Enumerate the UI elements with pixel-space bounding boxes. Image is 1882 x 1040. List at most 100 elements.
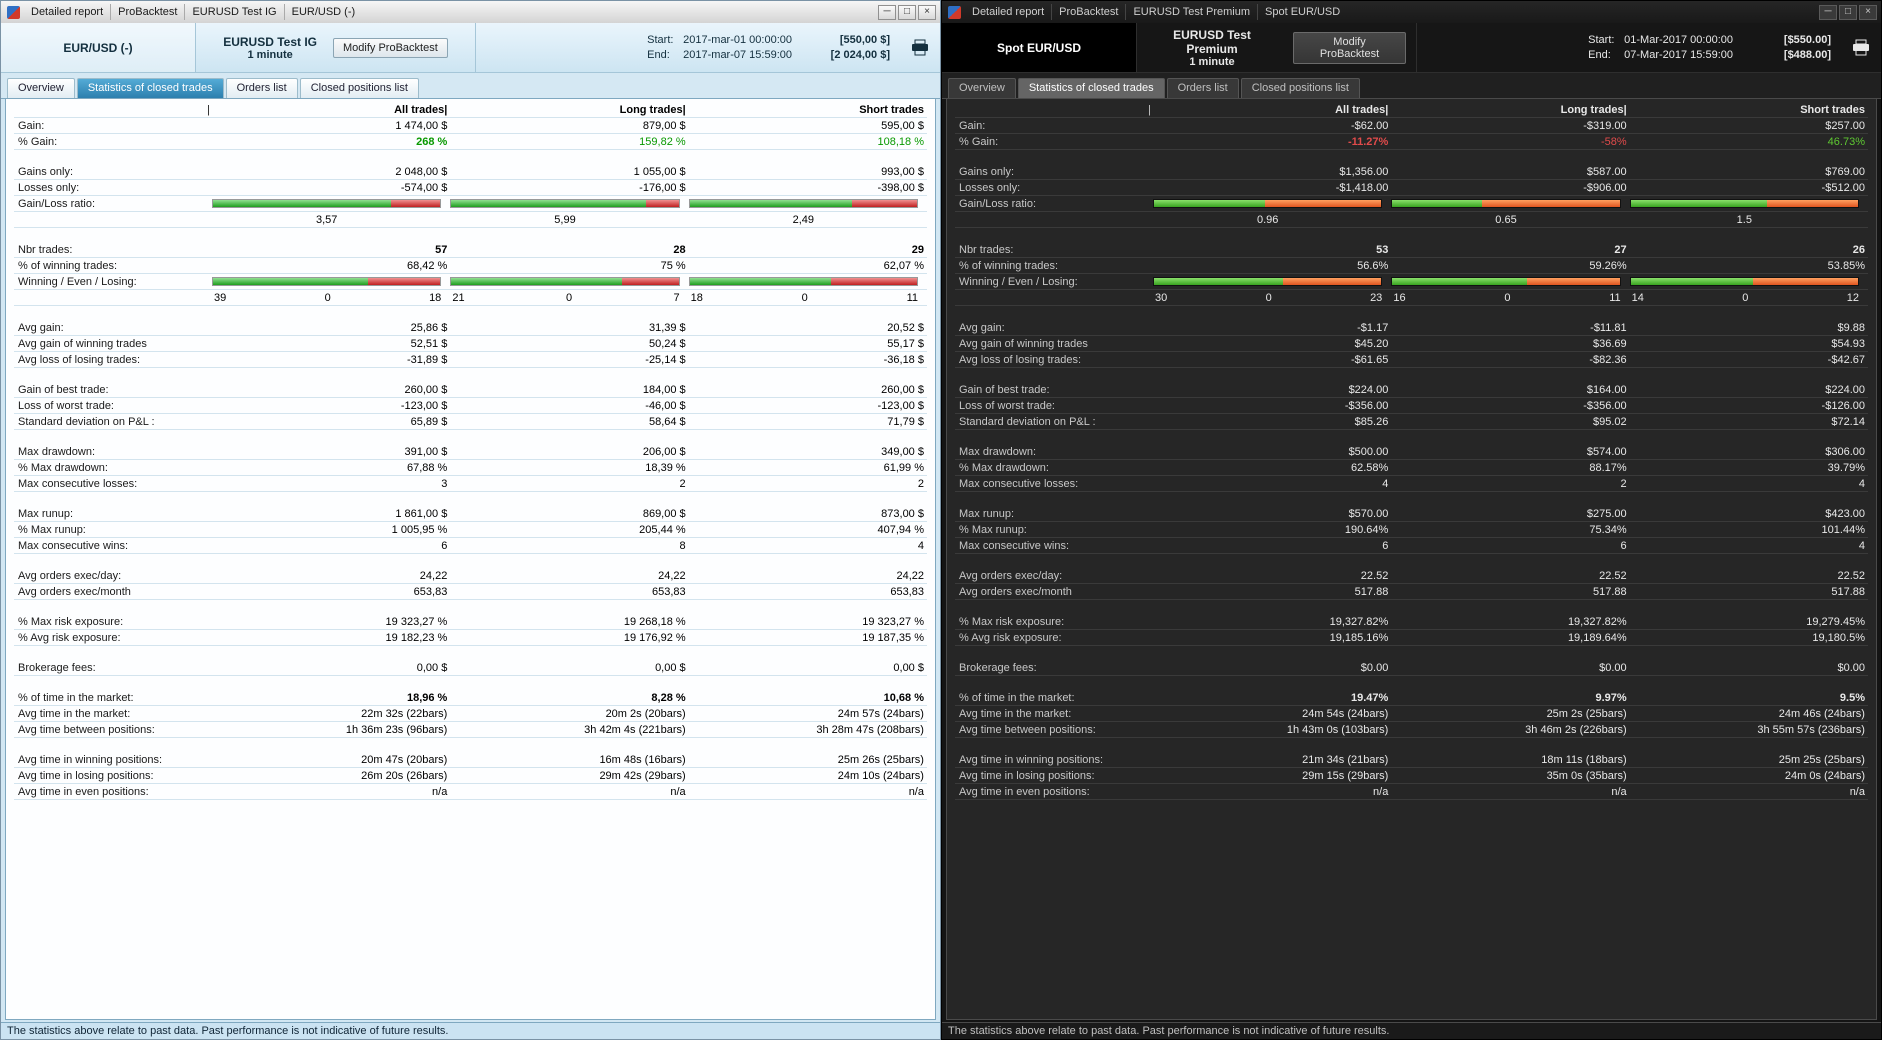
close-button[interactable]: × <box>1859 4 1877 20</box>
tab-statistics-of-closed-trades[interactable]: Statistics of closed trades <box>76 78 224 98</box>
stat-label: Max runup: <box>18 507 74 520</box>
tab-overview[interactable]: Overview <box>7 78 75 98</box>
stat-value: 24m 57s (24bars) <box>837 707 924 720</box>
test-names: EURUSD Test Premium 1 minute <box>1147 28 1277 68</box>
stat-value: 4 <box>917 539 924 552</box>
gain-loss-ratio-bar-cell <box>688 199 927 208</box>
winning-losing-bar-cell <box>688 277 927 286</box>
titlebar[interactable]: Detailed report ProBacktest EURUSD Test Pr… <box>942 1 1881 23</box>
wel-value: 23 <box>1370 291 1383 304</box>
stat-row: Winning / Even / Losing: <box>14 274 927 290</box>
wel-values: 39 0 18 <box>212 292 450 304</box>
stat-row: Avg orders exec/month 653,83 653,83 653,83 <box>14 584 927 600</box>
row-spacer <box>14 738 927 752</box>
stat-value: 39.79% <box>1827 461 1865 474</box>
stat-value: 2 <box>679 477 686 490</box>
stat-value: 71,79 $ <box>887 415 924 428</box>
stat-row: % of winning trades: 56.6% 59.26% 53.85% <box>955 258 1868 274</box>
stat-value: 20,52 $ <box>887 321 924 334</box>
tab-closed-positions-list[interactable]: Closed positions list <box>1240 78 1360 98</box>
titlebar-title: Detailed report ProBacktest EURUSD Test Pr… <box>965 4 1819 20</box>
print-icon[interactable] <box>900 23 940 72</box>
stat-row: Winning / Even / Losing: <box>955 274 1868 290</box>
stat-value: -123,00 $ <box>877 399 924 412</box>
titlebar-item: EURUSD Test IG <box>184 4 283 20</box>
stat-value: 16m 48s (16bars) <box>599 753 686 766</box>
table-header-row: | All trades| Long trades| Short trades <box>14 102 927 118</box>
modify-probacktest-button[interactable]: Modify ProBacktest <box>333 37 448 58</box>
modify-probacktest-button[interactable]: Modify ProBacktest <box>1293 31 1406 64</box>
row-spacer <box>955 492 1868 506</box>
stat-value: $306.00 <box>1825 445 1865 458</box>
stat-row: Nbr trades: 57 28 29 <box>14 242 927 258</box>
wel-value: 0 <box>565 291 573 304</box>
stat-value: 19,279.45% <box>1806 615 1865 628</box>
column-header: All trades| <box>1335 103 1389 116</box>
stat-value: 68,42 % <box>406 259 448 272</box>
bar-red-segment <box>390 200 441 207</box>
stat-row: Gain: -$62.00 -$319.00 $257.00 <box>955 118 1868 134</box>
tab-overview[interactable]: Overview <box>948 78 1016 98</box>
stat-value: 653,83 <box>652 585 686 598</box>
stat-value: -58% <box>1600 135 1627 148</box>
print-icon[interactable] <box>1841 23 1881 72</box>
stat-label: Winning / Even / Losing: <box>959 275 1078 288</box>
stat-value: 4 <box>1858 477 1865 490</box>
stat-label: Avg loss of losing trades: <box>959 353 1082 366</box>
minimize-button[interactable]: ─ <box>1819 4 1837 20</box>
stat-value: 22m 32s (22bars) <box>361 707 448 720</box>
bar-green-segment <box>1154 200 1266 207</box>
stat-value: -$82.36 <box>1589 353 1627 366</box>
stat-value: 19 323,27 % <box>385 615 448 628</box>
stat-value: $164.00 <box>1586 383 1627 396</box>
stat-value: 3h 55m 57s (236bars) <box>1757 723 1865 736</box>
end-line: End: 2017-mar-07 15:59:00 [2 024,00 $] <box>647 49 890 61</box>
start-label: Start: <box>647 34 674 46</box>
stat-row: Avg time in winning positions: 20m 47s (2… <box>14 752 927 768</box>
stat-label: Losses only: <box>959 181 1021 194</box>
stat-value: $54.93 <box>1831 337 1865 350</box>
tab-closed-positions-list[interactable]: Closed positions list <box>299 78 419 98</box>
titlebar[interactable]: Detailed report ProBacktest EURUSD Test IG… <box>1 1 940 23</box>
stat-row: % Avg risk exposure: 19,185.16% 19,189.64%… <box>955 630 1868 646</box>
tab-orders-list[interactable]: Orders list <box>225 78 298 98</box>
stat-value: -$906.00 <box>1583 181 1627 194</box>
stat-value: 0,00 $ <box>655 661 686 674</box>
stat-value: 1 055,00 $ <box>633 165 686 178</box>
winning-losing-bar <box>688 277 918 286</box>
wel-value: 0 <box>1504 291 1511 304</box>
stat-row: Avg time in losing positions: 29m 15s (29… <box>955 768 1868 784</box>
stat-value: 61,99 % <box>883 461 924 474</box>
maximize-button[interactable]: □ <box>898 4 916 20</box>
minimize-button[interactable]: ─ <box>878 4 896 20</box>
row-spacer <box>14 430 927 444</box>
stat-row: Max consecutive wins: 6 6 4 <box>955 538 1868 554</box>
stat-value: 3h 42m 4s (221bars) <box>584 723 686 736</box>
stat-row: Loss of worst trade: -$356.00 -$356.00 -$12… <box>955 398 1868 414</box>
titlebar-item: Detailed report <box>31 6 104 18</box>
column-header: All trades| <box>394 103 448 116</box>
start-date: 2017-mar-01 00:00:00 <box>683 34 792 46</box>
row-spacer <box>14 150 927 164</box>
stat-value: n/a <box>1849 785 1865 798</box>
stat-row: Max consecutive wins: 6 8 4 <box>14 538 927 554</box>
report-header: Spot EUR/USD EURUSD Test Premium 1 minut… <box>942 23 1881 73</box>
stat-row: Max consecutive losses: 4 2 4 <box>955 476 1868 492</box>
stat-value: 873,00 $ <box>881 507 924 520</box>
column-pipe: | <box>207 103 210 116</box>
start-amount: [550,00 $] <box>839 34 890 46</box>
close-button[interactable]: × <box>918 4 936 20</box>
stat-label: Max drawdown: <box>18 445 96 458</box>
tab-orders-list[interactable]: Orders list <box>1166 78 1239 98</box>
row-spacer <box>14 676 927 690</box>
tab-statistics-of-closed-trades[interactable]: Statistics of closed trades <box>1017 78 1165 98</box>
stat-label: Standard deviation on P&L : <box>959 415 1096 428</box>
stat-row: % Max runup: 190.64% 75.34% 101.44% <box>955 522 1868 538</box>
stat-row: % Max risk exposure: 19,327.82% 19,327.82%… <box>955 614 1868 630</box>
maximize-button[interactable]: □ <box>1839 4 1857 20</box>
stat-row: Avg time in the market: 24m 54s (24bars) 2… <box>955 706 1868 722</box>
ratio-value: 0.65 <box>1495 213 1517 226</box>
stat-value: 9.97% <box>1595 691 1627 704</box>
stat-value: $1,356.00 <box>1339 165 1389 178</box>
stat-label: Avg time in even positions: <box>959 785 1090 798</box>
